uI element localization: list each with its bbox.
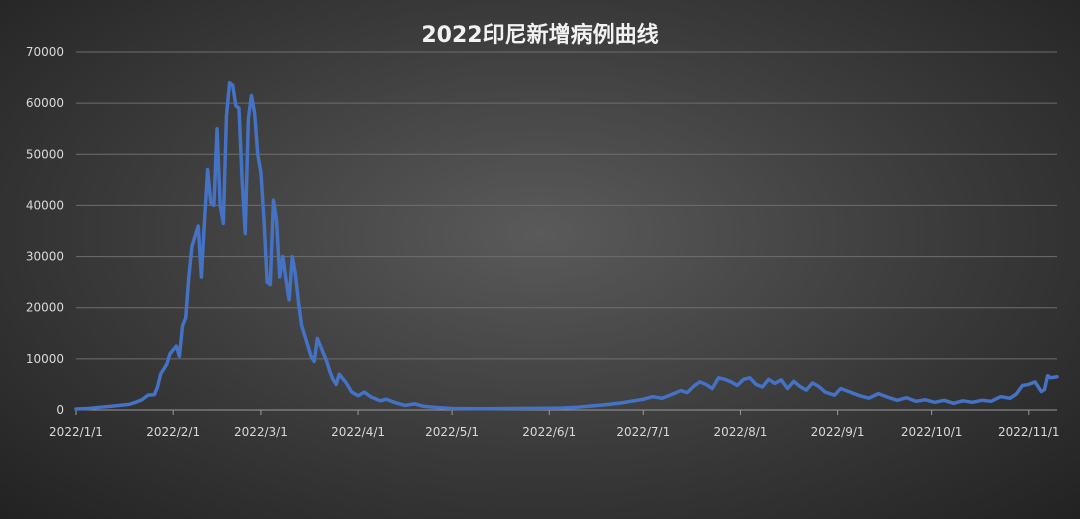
x-tick-label: 2022/11/1 — [998, 425, 1060, 439]
y-tick-label: 60000 — [26, 96, 64, 110]
y-axis-tick-labels: 0 10000 20000 30000 40000 50000 60000 70000 — [26, 45, 64, 417]
x-tick-label: 2022/1/1 — [49, 425, 103, 439]
y-tick-label: 40000 — [26, 198, 64, 212]
x-tick-label: 2022/5/1 — [425, 425, 479, 439]
chart-title: 2022印尼新增病例曲线 — [421, 22, 658, 48]
x-tick-label: 2022/2/1 — [146, 425, 200, 439]
y-tick-label: 30000 — [26, 250, 64, 264]
x-tick-label: 2022/10/1 — [901, 425, 963, 439]
x-tick-label: 2022/4/1 — [331, 425, 385, 439]
x-tick-label: 2022/8/1 — [713, 425, 767, 439]
x-tick-label: 2022/6/1 — [522, 425, 576, 439]
series-layer — [74, 80, 1059, 411]
x-tick-label: 2022/7/1 — [616, 425, 670, 439]
y-tick-label: 20000 — [26, 301, 64, 315]
y-tick-label: 0 — [56, 403, 64, 417]
y-tick-label: 10000 — [26, 352, 64, 366]
series-line-1 — [74, 80, 1059, 411]
x-axis: 2022/1/1 2022/2/1 2022/3/1 2022/4/1 2022/5/1… — [49, 409, 1060, 439]
y-tick-label: 50000 — [26, 147, 64, 161]
y-tick-label: 70000 — [26, 45, 64, 59]
x-tick-label: 2022/3/1 — [234, 425, 288, 439]
x-tick-label: 2022/9/1 — [811, 425, 865, 439]
